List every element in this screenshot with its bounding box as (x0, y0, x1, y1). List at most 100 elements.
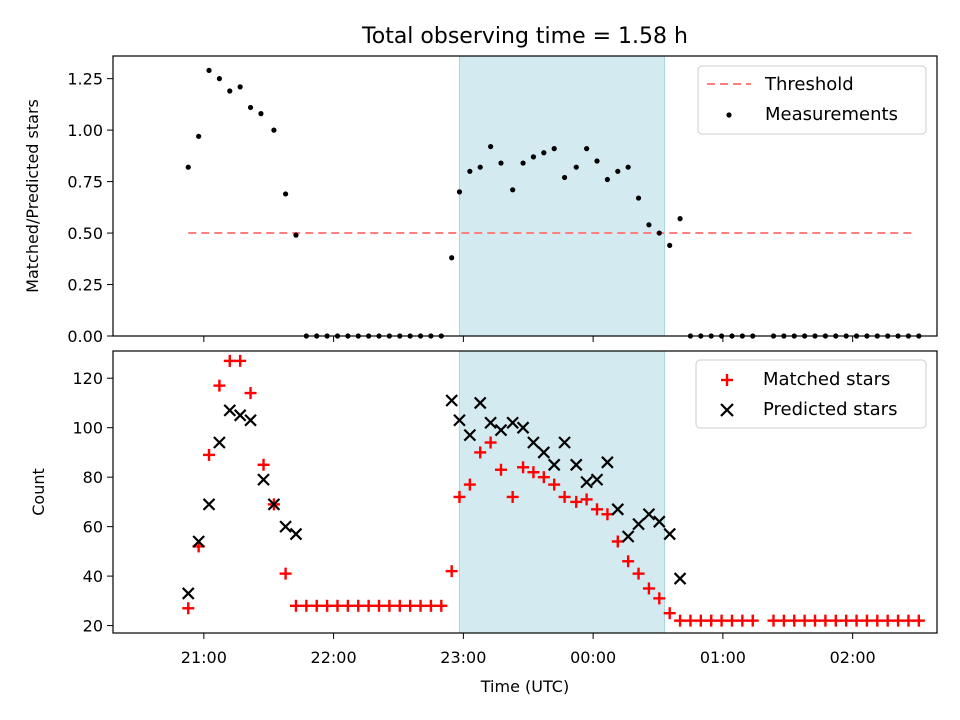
predicted-star-point (233, 409, 247, 422)
matched-star-point (798, 614, 811, 627)
matched-star-point (424, 599, 437, 612)
predicted-star-stroke (473, 396, 487, 410)
measurement-point (477, 164, 483, 170)
predicted-star-point (516, 421, 530, 434)
predicted-star-point (642, 507, 656, 521)
matched-star-point (234, 354, 247, 367)
matched-star-point (445, 565, 458, 578)
predicted-star-point (192, 535, 205, 548)
matched-star-point (362, 599, 375, 612)
matched-star-point (674, 614, 687, 627)
bottom-y-tick-label: 20 (83, 617, 103, 636)
measurement-point (584, 146, 590, 152)
matched-star-point (506, 490, 519, 503)
matched-star-point (622, 555, 635, 568)
matched-star-point (777, 614, 790, 627)
bottom-y-axis: 20 40 60 80 100 120 (72, 369, 113, 636)
predicted-star-point (463, 428, 477, 442)
matched-star-point (527, 466, 540, 479)
predicted-star-stroke (463, 428, 477, 442)
predicted-star-point (494, 423, 508, 437)
predicted-star-stroke (506, 416, 519, 430)
x-tick-label: 02:00 (830, 648, 876, 667)
top-legend: Threshold Measurements (697, 65, 927, 135)
x-tick-label: 00:00 (570, 648, 616, 667)
predicted-star-stroke (289, 527, 303, 541)
bottom-y-tick-label: 100 (72, 419, 103, 438)
measurement-point (573, 164, 579, 170)
bottom-shaded-interval (458, 350, 665, 634)
measurement-point (247, 104, 254, 111)
predicted-star-stroke (181, 587, 195, 600)
predicted-star-stroke (267, 498, 281, 511)
matched-star-point (715, 614, 728, 627)
matched-star-point (300, 599, 313, 612)
matched-star-point (393, 599, 406, 612)
predicted-star-stroke (642, 507, 656, 521)
matched-star-point (601, 508, 614, 521)
predicted-star-point (537, 446, 551, 459)
legend-threshold-label: Threshold (764, 74, 854, 95)
predicted-star-stroke (527, 436, 540, 449)
matched-star-point (881, 614, 894, 627)
bottom-legend: Matched stars Predicted stars (695, 359, 927, 429)
measurement-point (510, 187, 516, 193)
matched-star-point (809, 614, 822, 627)
matched-star-point (663, 607, 676, 620)
matched-star-point (767, 614, 780, 627)
top-y-tick-label: 0.00 (67, 327, 103, 346)
predicted-star-stroke (223, 404, 237, 417)
x-tick-label: 21:00 (181, 648, 227, 667)
measurement-point (520, 160, 526, 166)
bottom-x-axis: 21:00 22:00 23:00 00:00 01:00 02:00 (181, 633, 876, 667)
top-y-axis-label: Matched/Predicted stars (23, 99, 42, 293)
predicted-star-stroke (233, 409, 247, 422)
predicted-star-point (181, 587, 195, 600)
matched-star-point (829, 614, 842, 627)
predicted-star-point (653, 515, 666, 528)
predicted-star-point (632, 517, 645, 531)
bottom-y-axis-label: Count (29, 468, 48, 516)
predicted-star-stroke (580, 475, 593, 489)
matched-star-point (244, 387, 257, 400)
measurement-point (488, 143, 494, 150)
bottom-y-tick-label: 60 (83, 518, 103, 537)
predicted-star-stroke (632, 517, 645, 531)
top-y-tick-label: 1.00 (67, 121, 103, 140)
matched-star-point (860, 614, 873, 627)
bottom-y-tick-label: 80 (83, 468, 103, 487)
predicted-star-stroke (244, 413, 257, 427)
matched-star-point (558, 490, 571, 503)
matched-star-point (517, 461, 530, 474)
matched-star-point (321, 599, 334, 612)
predicted-star-stroke (484, 416, 497, 430)
predicted-star-stroke (257, 473, 270, 486)
matched-star-point (548, 478, 561, 491)
matched-star-point (642, 582, 655, 595)
matched-star-point (404, 599, 417, 612)
matched-star-point (819, 614, 832, 627)
matched-star-point (902, 614, 915, 627)
measurement-point (594, 158, 600, 164)
measurement-point (530, 154, 537, 160)
matched-star-point (912, 614, 925, 627)
matched-star-point (484, 436, 497, 449)
predicted-star-point (473, 396, 487, 410)
predicted-star-stroke (192, 535, 205, 548)
predicted-star-stroke (621, 530, 635, 543)
matched-star-point (705, 614, 718, 627)
top-axes-frame (112, 55, 938, 337)
bottom-axes-frame (112, 350, 938, 634)
predicted-star-stroke (516, 421, 530, 434)
matched-star-point (414, 599, 427, 612)
predicted-star-point (453, 413, 466, 427)
predicted-star-stroke (445, 394, 458, 407)
measurement-point (625, 164, 631, 170)
legend-predicted-swatch (720, 403, 734, 417)
matched-star-point (653, 592, 666, 605)
predicted-star-stroke (453, 413, 466, 427)
measurement-point (635, 195, 642, 201)
predicted-star-point (257, 473, 270, 486)
measurement-point (271, 127, 277, 133)
